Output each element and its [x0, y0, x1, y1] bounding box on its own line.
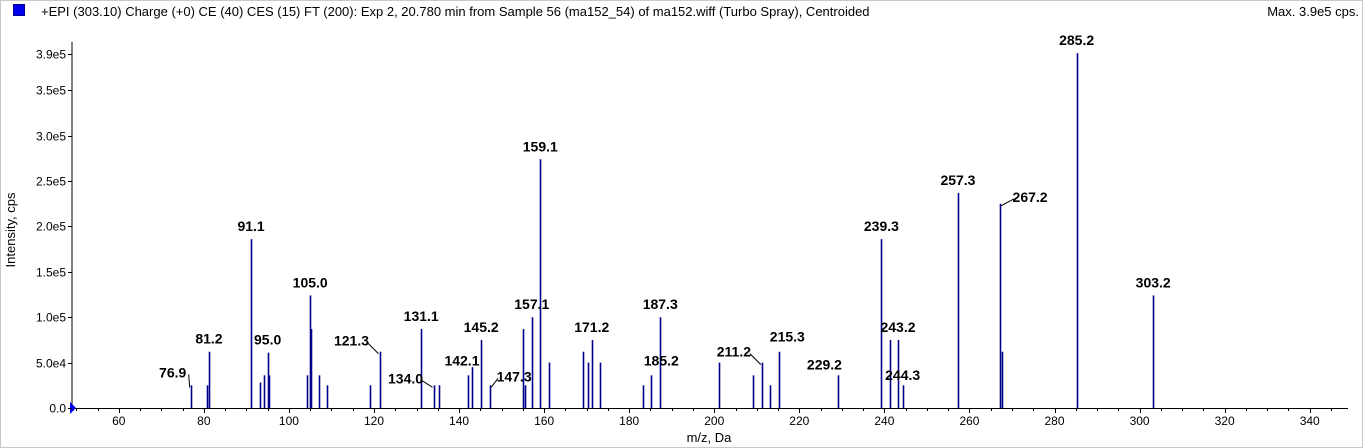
x-tick-label: 340	[1300, 414, 1320, 428]
x-tick-label: 220	[789, 414, 809, 428]
peak-label: 211.2	[717, 344, 751, 360]
peak-label: 145.2	[464, 319, 499, 335]
chart-axes: 0.0 5.0e4 1.0e5 1.5e5 2.0e5 2.5e5 3.0e5 3.5e5 3.…	[36, 42, 1348, 428]
peak-label-leader	[421, 379, 433, 388]
peak-label: 187.3	[643, 296, 678, 312]
peak-label: 239.3	[864, 218, 899, 234]
y-tick-label: 3.9e5	[36, 48, 66, 62]
peak-label-leader	[367, 342, 379, 355]
x-tick-label: 200	[704, 414, 724, 428]
x-tick-label: 280	[1045, 414, 1065, 428]
y-axis-label: Intensity, cps	[3, 192, 18, 267]
peak-label: 76.9	[159, 364, 186, 380]
x-tick-label: 140	[449, 414, 469, 428]
peak-bars	[190, 53, 1155, 408]
peak-label: 229.2	[807, 356, 842, 372]
x-axis-label: m/z, Da	[687, 430, 733, 445]
peak-labels: 76.9 81.2 91.1 95.0 105.0 121.3 131.1 134.0 142.…	[159, 32, 1171, 388]
y-tick-label: 0.0	[49, 402, 66, 416]
x-tick-label: 80	[197, 414, 211, 428]
series-color-swatch[interactable]	[13, 4, 25, 16]
x-tick-label: 100	[279, 414, 299, 428]
x-tick-label: 160	[534, 414, 554, 428]
peak-label: 134.0	[388, 370, 423, 386]
peak-label: 147.3	[497, 368, 532, 384]
peak-label-leader	[749, 353, 762, 365]
x-tick-label: 60	[112, 414, 126, 428]
peak-label: 81.2	[195, 331, 222, 347]
peak-label: 215.3	[770, 329, 805, 345]
x-tick-label: 320	[1215, 414, 1235, 428]
max-intensity-label: Max. 3.9e5 cps.	[1267, 4, 1359, 19]
y-tick-label: 3.0e5	[36, 130, 66, 144]
spectrum-header: +EPI (303.10) Charge (+0) CE (40) CES (1…	[0, 0, 1363, 22]
y-tick-label: 1.0e5	[36, 311, 66, 325]
peak-label: 267.2	[1013, 189, 1048, 205]
peak-label: 121.3	[334, 333, 369, 349]
y-tick-label: 2.5e5	[36, 175, 66, 189]
x-tick-label: 300	[1130, 414, 1150, 428]
y-tick-label: 1.5e5	[36, 266, 66, 280]
peak-label-leader	[188, 374, 191, 388]
x-tick-label: 240	[874, 414, 894, 428]
peak-label: 243.2	[880, 319, 915, 335]
x-tick-label: 120	[364, 414, 384, 428]
origin-marker	[70, 402, 76, 414]
y-tick-label: 2.0e5	[36, 220, 66, 234]
peak-label: 142.1	[444, 352, 479, 368]
peak-label-leader	[1000, 198, 1015, 207]
peak-label: 105.0	[293, 274, 328, 290]
peak-label: 157.1	[514, 296, 549, 312]
x-tick-label: 260	[959, 414, 979, 428]
x-tick-label: 180	[619, 414, 639, 428]
peak-label: 95.0	[254, 332, 281, 348]
peak-label: 244.3	[885, 367, 920, 383]
peak-label: 91.1	[237, 218, 264, 234]
peak-label: 185.2	[644, 352, 679, 368]
peak-label: 303.2	[1136, 274, 1171, 290]
peak-label: 159.1	[523, 138, 558, 154]
peak-label-leader	[490, 378, 499, 388]
spectrum-title: +EPI (303.10) Charge (+0) CE (40) CES (1…	[41, 4, 870, 19]
peak-label: 257.3	[940, 172, 975, 188]
peak-label: 171.2	[574, 319, 609, 335]
y-tick-label: 3.5e5	[36, 84, 66, 98]
peak-label: 131.1	[404, 308, 439, 324]
y-tick-label: 5.0e4	[36, 357, 66, 371]
peak-label: 285.2	[1059, 32, 1094, 48]
